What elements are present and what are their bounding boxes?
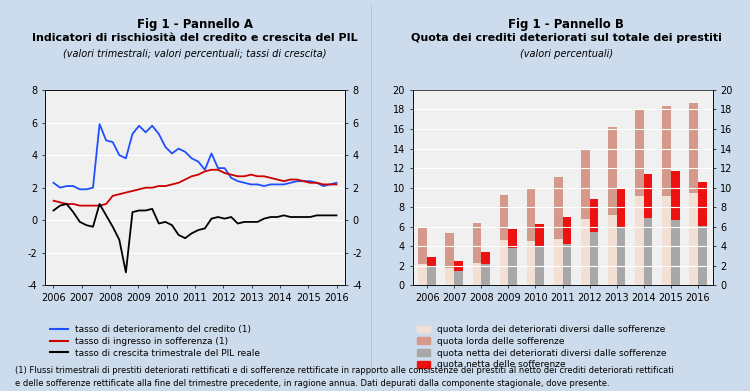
Bar [634, 110, 644, 196]
Bar [688, 102, 698, 192]
Bar [454, 261, 464, 271]
Bar [419, 264, 428, 285]
Bar [554, 177, 562, 239]
Bar [698, 226, 706, 285]
Text: Quota dei crediti deteriorati sul totale dei prestiti: Quota dei crediti deteriorati sul totale… [411, 33, 722, 43]
Bar [590, 199, 598, 231]
Text: Fig 1 - Pannello A: Fig 1 - Pannello A [137, 18, 253, 30]
Bar [482, 252, 490, 264]
Bar [509, 229, 518, 248]
Bar [526, 241, 536, 285]
Bar [482, 264, 490, 285]
Bar [634, 196, 644, 285]
Bar [526, 188, 536, 241]
Text: (valori percentuali): (valori percentuali) [520, 49, 613, 59]
Bar [616, 228, 626, 285]
Bar [536, 224, 544, 246]
Bar [536, 246, 544, 285]
Bar [688, 192, 698, 285]
Bar [554, 239, 562, 285]
Bar [562, 244, 572, 285]
Bar [427, 267, 436, 285]
Bar [670, 171, 680, 220]
Bar [644, 174, 652, 218]
Bar [472, 263, 482, 285]
Text: (valori trimestrali; valori percentuali; tassi di crescita): (valori trimestrali; valori percentuali;… [63, 49, 327, 59]
Bar [698, 182, 706, 226]
Bar [608, 215, 616, 285]
Bar [608, 127, 616, 215]
Text: (1) Flussi trimestrali di prestiti deteriorati rettificati e di sofferenze retti: (1) Flussi trimestrali di prestiti deter… [15, 366, 674, 375]
Text: Indicatori di rischiosità del credito e crescita del PIL: Indicatori di rischiosità del credito e … [32, 33, 358, 43]
Legend: tasso di deterioramento del credito (1), tasso di ingresso in sofferenza (1), ta: tasso di deterioramento del credito (1),… [50, 325, 260, 357]
Bar [454, 271, 464, 285]
Bar [670, 220, 680, 285]
Bar [562, 217, 572, 244]
Bar [500, 240, 508, 285]
Text: Fig 1 - Pannello B: Fig 1 - Pannello B [509, 18, 624, 30]
Bar [446, 233, 454, 268]
Bar [472, 223, 482, 263]
Bar [509, 248, 518, 285]
Legend: quota lorda dei deteriorati diversi dalle sofferenze, quota lorda delle sofferen: quota lorda dei deteriorati diversi dall… [417, 325, 666, 369]
Bar [419, 228, 428, 264]
Bar [644, 218, 652, 285]
Bar [446, 268, 454, 285]
Bar [616, 188, 626, 228]
Bar [580, 149, 590, 219]
Text: e delle sofferenze rettificate alla fine del trimestre precedente, in ragione an: e delle sofferenze rettificate alla fine… [15, 379, 610, 388]
Bar [662, 196, 670, 285]
Bar [662, 106, 670, 196]
Bar [580, 219, 590, 285]
Bar [590, 231, 598, 285]
Bar [500, 194, 508, 240]
Bar [427, 257, 436, 267]
